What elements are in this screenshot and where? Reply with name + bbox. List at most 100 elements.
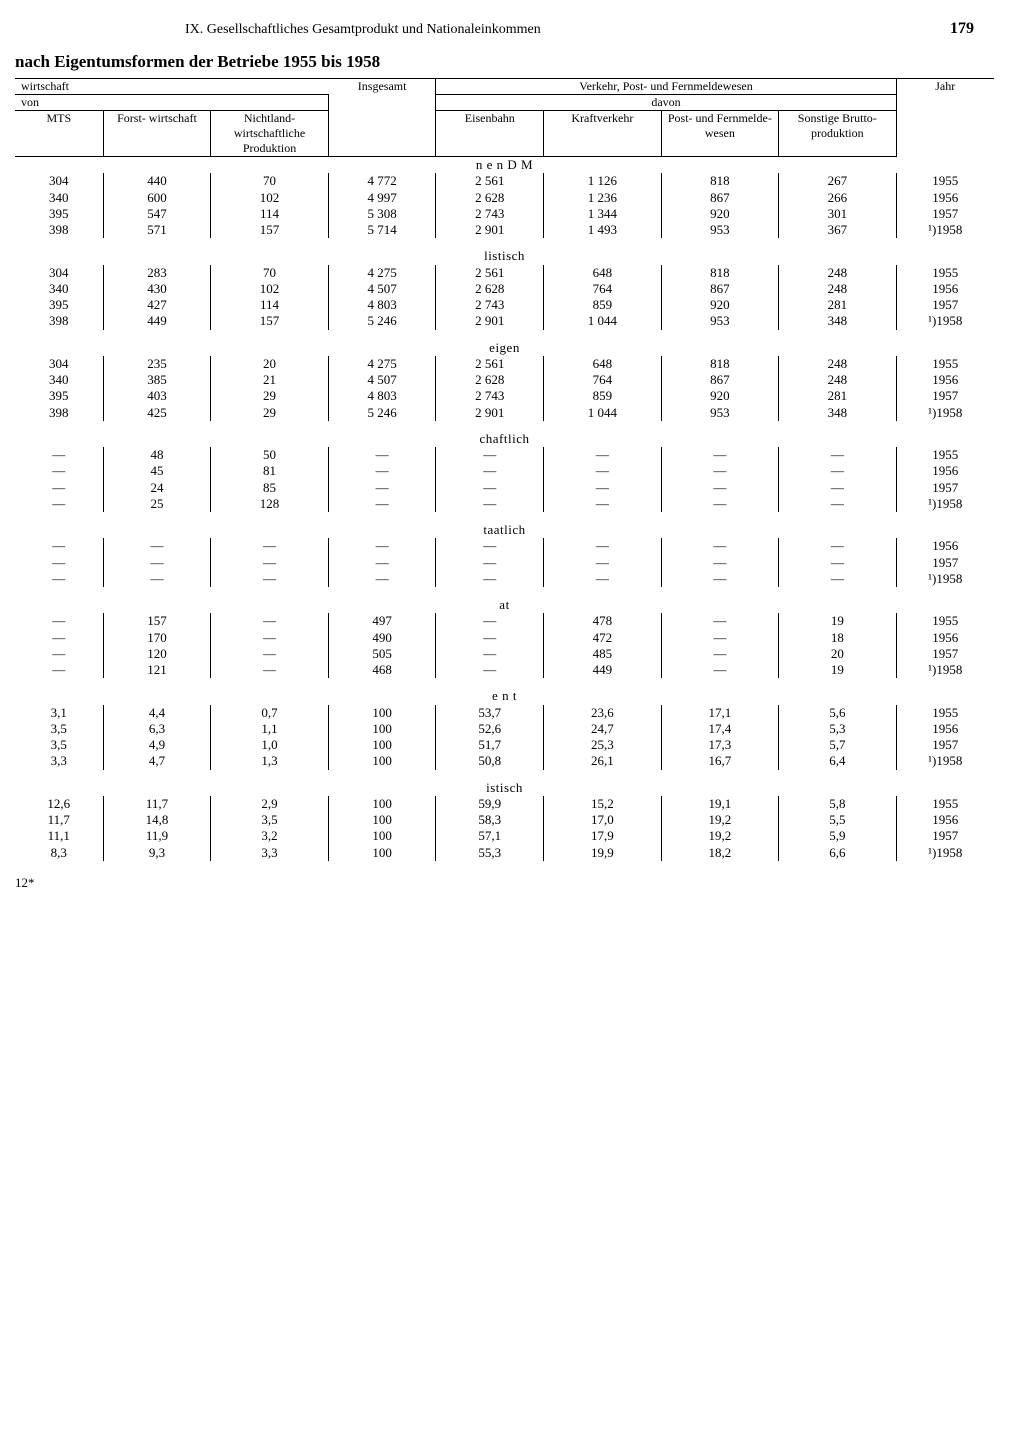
value-cell: 304 [15, 356, 103, 372]
value-cell: 21 [211, 372, 328, 388]
value-cell: 304 [15, 265, 103, 281]
value-cell: 4 997 [328, 190, 436, 206]
value-cell: — [103, 555, 211, 571]
value-cell: 398 [15, 405, 103, 421]
col-davon: davon [436, 95, 896, 111]
section-label: taatlich [15, 522, 994, 538]
table-row: 11,111,93,210057,117,919,25,91957 [15, 828, 994, 844]
value-cell: 403 [103, 388, 211, 404]
value-cell: 1,3 [211, 753, 328, 769]
value-cell: 920 [661, 206, 778, 222]
value-cell: — [436, 555, 544, 571]
value-cell: 1 126 [544, 173, 661, 189]
value-cell: 19 [779, 613, 896, 629]
value-cell: — [211, 662, 328, 678]
value-cell: 19,1 [661, 796, 778, 812]
value-cell: 4 275 [328, 356, 436, 372]
value-cell: 6,3 [103, 721, 211, 737]
year-cell: ¹)1958 [896, 496, 994, 512]
year-cell: 1956 [896, 538, 994, 554]
table-row: 398425295 2462 9011 044953348¹)1958 [15, 405, 994, 421]
table-row: —157—497—478—191955 [15, 613, 994, 629]
value-cell: 2 561 [436, 173, 544, 189]
value-cell: 26,1 [544, 753, 661, 769]
value-cell: 5 714 [328, 222, 436, 238]
value-cell: 11,7 [15, 812, 103, 828]
value-cell: 2 628 [436, 281, 544, 297]
value-cell: 818 [661, 265, 778, 281]
year-cell: 1956 [896, 190, 994, 206]
value-cell: 157 [211, 313, 328, 329]
value-cell: — [328, 538, 436, 554]
value-cell: 2 743 [436, 297, 544, 313]
value-cell: 600 [103, 190, 211, 206]
value-cell: 17,0 [544, 812, 661, 828]
year-cell: 1956 [896, 630, 994, 646]
value-cell: 100 [328, 828, 436, 844]
table-row: —25128—————¹)1958 [15, 496, 994, 512]
table-row: 304235204 2752 5616488182481955 [15, 356, 994, 372]
table-row: —2485—————1957 [15, 480, 994, 496]
value-cell: — [328, 480, 436, 496]
value-cell: — [15, 555, 103, 571]
value-cell: 3,5 [211, 812, 328, 828]
value-cell: — [15, 662, 103, 678]
value-cell: 340 [15, 372, 103, 388]
value-cell: 1,0 [211, 737, 328, 753]
value-cell: 120 [103, 646, 211, 662]
value-cell: — [15, 463, 103, 479]
value-cell: 48 [103, 447, 211, 463]
value-cell: 2 743 [436, 206, 544, 222]
table-row: 340385214 5072 6287648672481956 [15, 372, 994, 388]
year-cell: 1956 [896, 372, 994, 388]
value-cell: 4,7 [103, 753, 211, 769]
value-cell: 859 [544, 388, 661, 404]
value-cell: 100 [328, 705, 436, 721]
value-cell: 248 [779, 265, 896, 281]
value-cell: — [15, 496, 103, 512]
year-cell: 1956 [896, 463, 994, 479]
table-row: 3954271144 8032 7438599202811957 [15, 297, 994, 313]
table-row: —170—490—472—181956 [15, 630, 994, 646]
value-cell: 51,7 [436, 737, 544, 753]
value-cell: — [661, 613, 778, 629]
table-row: 3985711575 7142 9011 493953367¹)1958 [15, 222, 994, 238]
value-cell: — [328, 447, 436, 463]
page-number: 179 [950, 20, 974, 38]
value-cell: 70 [211, 173, 328, 189]
value-cell: 1 236 [544, 190, 661, 206]
value-cell: 867 [661, 190, 778, 206]
table-row: 3,14,40,710053,723,617,15,61955 [15, 705, 994, 721]
col-nichtland: Nichtland- wirtschaftliche Produktion [211, 111, 328, 157]
value-cell: — [544, 447, 661, 463]
value-cell: 497 [328, 613, 436, 629]
value-cell: 85 [211, 480, 328, 496]
value-cell: — [436, 538, 544, 554]
value-cell: 1 044 [544, 313, 661, 329]
value-cell: 2 628 [436, 190, 544, 206]
table-title: nach Eigentumsformen der Betriebe 1955 b… [15, 52, 994, 72]
value-cell: 25,3 [544, 737, 661, 753]
value-cell: 18,2 [661, 845, 778, 861]
value-cell: — [15, 613, 103, 629]
col-forst: Forst- wirtschaft [103, 111, 211, 157]
value-cell: 25 [103, 496, 211, 512]
col-mts: MTS [15, 111, 103, 157]
value-cell: 395 [15, 206, 103, 222]
value-cell: 3,3 [211, 845, 328, 861]
value-cell: 17,4 [661, 721, 778, 737]
value-cell: 867 [661, 372, 778, 388]
value-cell: 281 [779, 297, 896, 313]
table-row: 304283704 2752 5616488182481955 [15, 265, 994, 281]
value-cell: 19 [779, 662, 896, 678]
value-cell: 170 [103, 630, 211, 646]
value-cell: 128 [211, 496, 328, 512]
value-cell: — [211, 555, 328, 571]
value-cell: 5 308 [328, 206, 436, 222]
value-cell: 50 [211, 447, 328, 463]
section-label: listisch [15, 248, 994, 264]
value-cell: 57,1 [436, 828, 544, 844]
value-cell: 59,9 [436, 796, 544, 812]
value-cell: 764 [544, 281, 661, 297]
section-label: chaftlich [15, 431, 994, 447]
